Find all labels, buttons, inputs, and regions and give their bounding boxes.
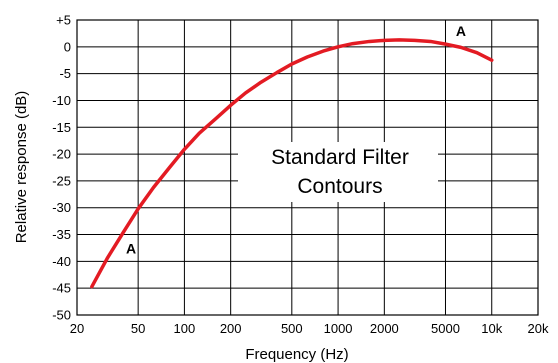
y-axis-ticks: +5 0 -5 -10 -15 -20 -25 -30 -35 -40 -45 -50 <box>52 13 71 323</box>
y-tick-label: 0 <box>64 39 71 54</box>
series-label-a: A <box>456 23 466 39</box>
y-tick-label: -40 <box>52 254 71 269</box>
annotation-line-2: Contours <box>297 175 382 198</box>
plot-border <box>76 19 539 316</box>
annotation-line-1: Standard Filter <box>271 146 409 169</box>
y-tick-label: -25 <box>52 173 71 188</box>
series-line-a <box>90 38 494 289</box>
x-axis-label: Frequency (Hz) <box>245 346 348 363</box>
series-labels: AA <box>126 23 466 256</box>
annotation-background <box>238 142 438 202</box>
plot-frame <box>76 19 539 316</box>
y-tick-label: -45 <box>52 281 71 296</box>
x-tick-label: 5000 <box>431 321 460 336</box>
x-tick-label: 1000 <box>324 321 353 336</box>
y-tick-label: -10 <box>52 93 71 108</box>
x-tick-label: 500 <box>281 321 303 336</box>
x-tick-label: 20 <box>70 321 84 336</box>
curves <box>90 38 494 289</box>
x-tick-label: 200 <box>220 321 242 336</box>
y-tick-label: -35 <box>52 227 71 242</box>
x-tick-label: 20k <box>528 321 549 336</box>
x-tick-label: 100 <box>174 321 196 336</box>
series-label-a: A <box>126 240 136 256</box>
y-tick-label: -30 <box>52 200 71 215</box>
y-tick-label: -15 <box>52 120 71 135</box>
x-tick-label: 50 <box>131 321 145 336</box>
y-tick-label: -5 <box>59 66 71 81</box>
y-tick-label: +5 <box>56 13 71 28</box>
y-tick-label: -20 <box>52 147 71 162</box>
y-tick-label: -50 <box>52 308 71 323</box>
x-axis-ticks: 20 50 100 200 500 1000 2000 5000 10k 20k <box>70 321 549 336</box>
x-tick-label: 10k <box>481 321 502 336</box>
x-tick-label: 2000 <box>370 321 399 336</box>
y-axis-label: Relative response (dB) <box>13 91 30 244</box>
